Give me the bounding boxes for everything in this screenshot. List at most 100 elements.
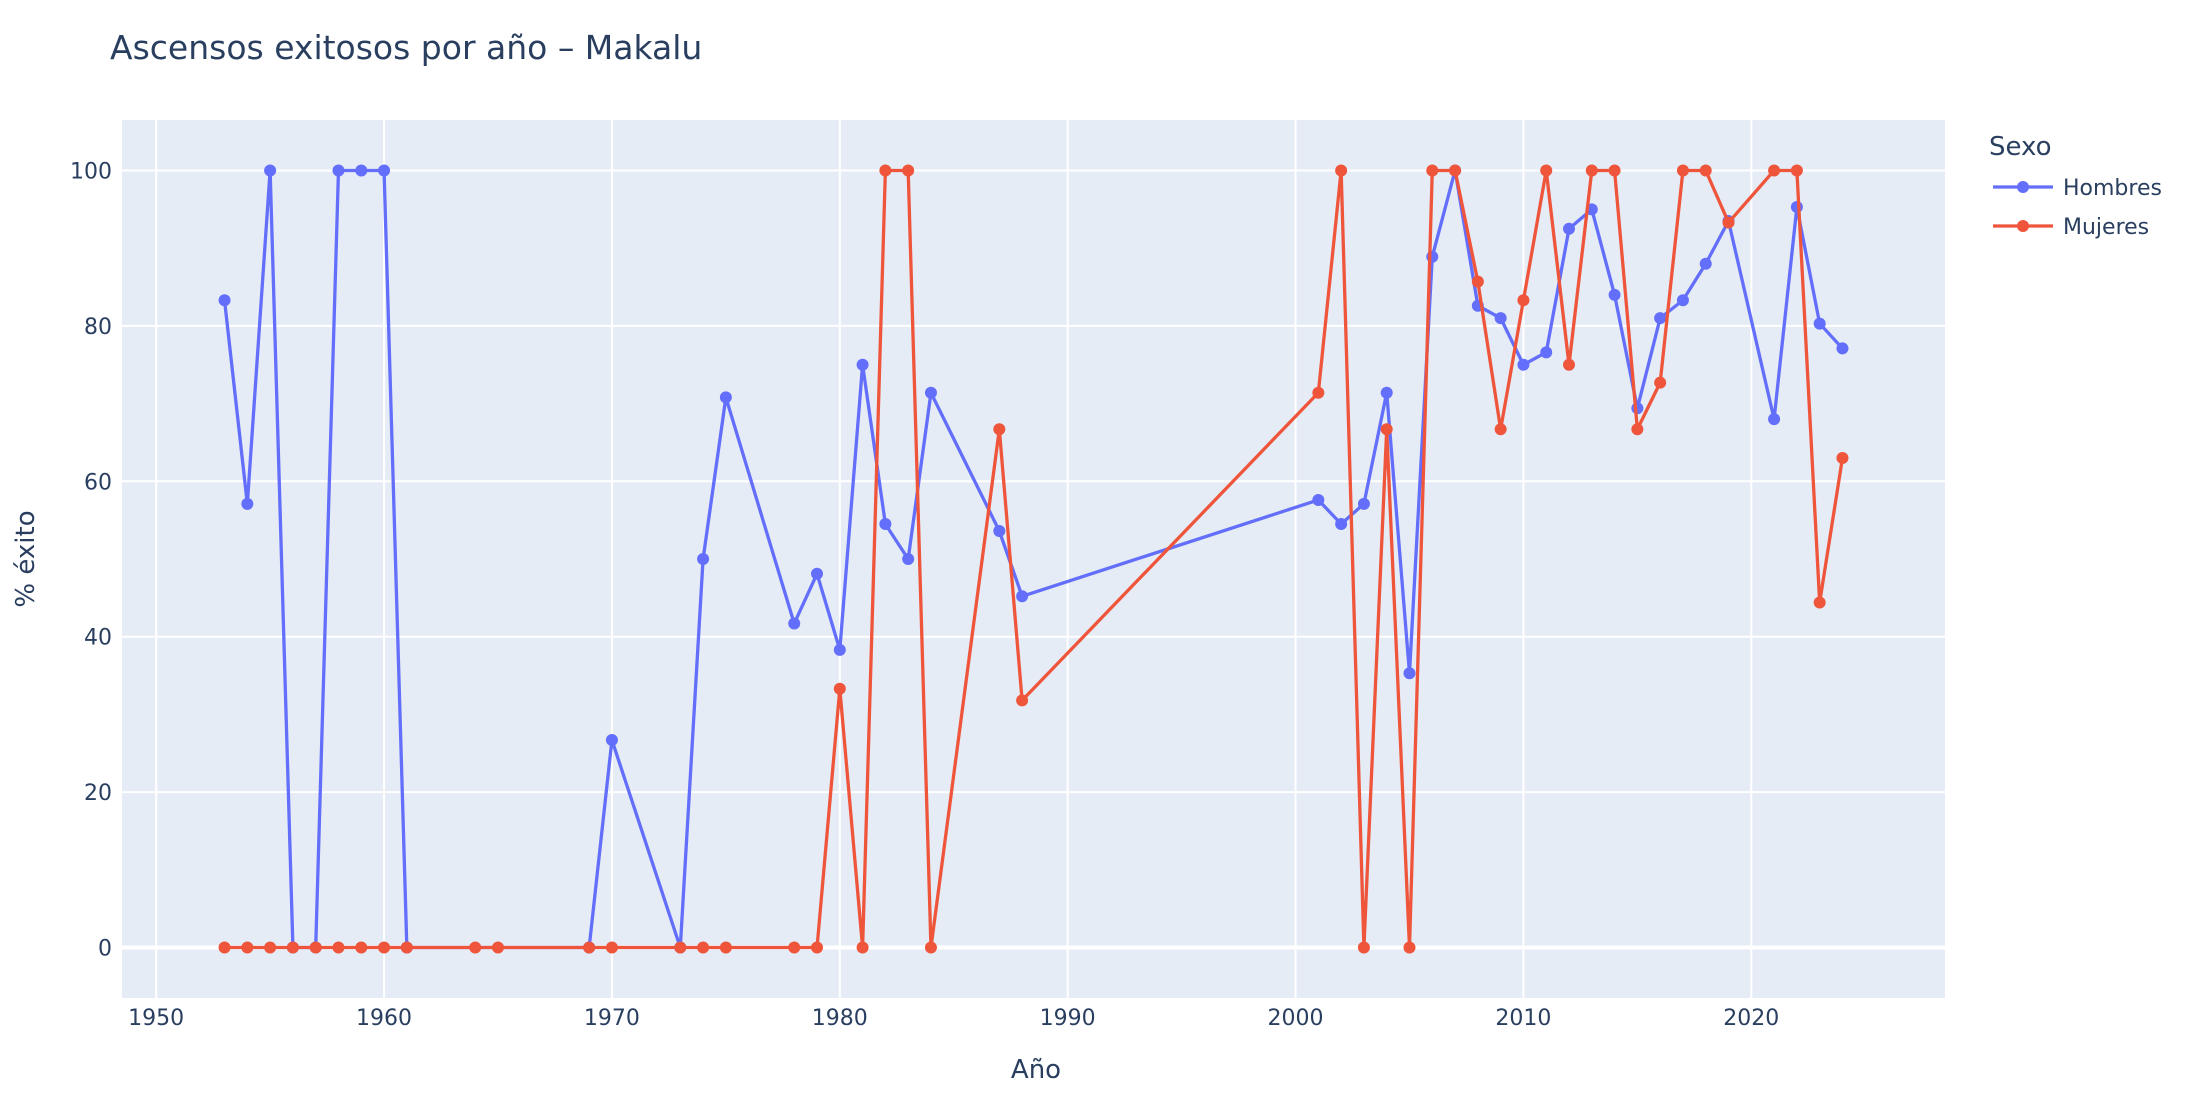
data-point-mujeres[interactable] — [1676, 164, 1689, 177]
legend-item-mujeres[interactable]: Mujeres — [1993, 215, 2149, 240]
data-point-mujeres[interactable] — [1540, 164, 1553, 177]
data-point-mujeres[interactable] — [332, 941, 345, 954]
data-point-mujeres[interactable] — [1380, 423, 1393, 436]
data-point-hombres[interactable] — [788, 617, 801, 630]
data-point-mujeres[interactable] — [697, 941, 710, 954]
data-point-hombres[interactable] — [1312, 493, 1325, 506]
legend-item-hombres[interactable]: Hombres — [1993, 176, 2162, 201]
data-point-hombres[interactable] — [697, 553, 710, 565]
x-tick-label: 1950 — [128, 1006, 184, 1031]
data-point-mujeres[interactable] — [1517, 294, 1530, 307]
data-point-hombres[interactable] — [241, 497, 254, 510]
data-point-hombres[interactable] — [332, 164, 345, 177]
data-point-hombres[interactable] — [993, 525, 1006, 538]
data-point-mujeres[interactable] — [400, 941, 413, 954]
data-point-mujeres[interactable] — [1699, 164, 1712, 177]
data-point-mujeres[interactable] — [924, 941, 937, 954]
data-point-mujeres[interactable] — [1471, 275, 1484, 288]
data-point-hombres[interactable] — [1790, 201, 1803, 214]
data-point-hombres[interactable] — [1563, 222, 1576, 235]
legend-swatch-marker — [2017, 220, 2029, 232]
data-point-hombres[interactable] — [1540, 346, 1553, 359]
data-point-mujeres[interactable] — [1357, 941, 1370, 954]
data-point-mujeres[interactable] — [264, 941, 277, 954]
data-point-mujeres[interactable] — [1790, 164, 1803, 177]
data-point-mujeres[interactable] — [309, 941, 322, 954]
data-point-mujeres[interactable] — [856, 941, 869, 954]
data-point-mujeres[interactable] — [879, 164, 892, 177]
data-point-hombres[interactable] — [924, 386, 937, 399]
data-point-mujeres[interactable] — [1335, 164, 1348, 177]
plot-area — [122, 120, 1945, 998]
data-point-mujeres[interactable] — [1494, 423, 1507, 436]
y-tick-label: 60 — [84, 470, 112, 495]
data-point-hombres[interactable] — [378, 164, 391, 177]
data-point-mujeres[interactable] — [1449, 164, 1462, 177]
data-point-mujeres[interactable] — [491, 941, 504, 954]
data-point-hombres[interactable] — [1494, 312, 1507, 325]
data-point-mujeres[interactable] — [286, 941, 299, 954]
data-point-hombres[interactable] — [1517, 358, 1530, 371]
data-point-mujeres[interactable] — [355, 941, 368, 954]
data-point-mujeres[interactable] — [1813, 596, 1826, 609]
data-point-hombres[interactable] — [1676, 294, 1689, 307]
data-point-mujeres[interactable] — [1654, 376, 1667, 389]
data-point-mujeres[interactable] — [583, 941, 596, 954]
data-point-hombres[interactable] — [1836, 342, 1849, 355]
y-tick-label: 20 — [84, 781, 112, 806]
data-point-mujeres[interactable] — [1426, 164, 1439, 177]
data-point-mujeres[interactable] — [833, 682, 846, 695]
data-point-hombres[interactable] — [902, 553, 915, 565]
data-point-mujeres[interactable] — [218, 941, 231, 954]
y-tick-label: 0 — [98, 936, 112, 961]
data-point-hombres[interactable] — [879, 518, 892, 531]
data-point-hombres[interactable] — [833, 643, 846, 656]
data-point-mujeres[interactable] — [1608, 164, 1621, 177]
data-point-mujeres[interactable] — [674, 941, 687, 954]
data-point-hombres[interactable] — [1608, 288, 1621, 301]
y-tick-label: 40 — [84, 626, 112, 651]
x-tick-label: 1960 — [356, 1006, 412, 1031]
data-point-hombres[interactable] — [1335, 518, 1348, 531]
data-point-hombres[interactable] — [811, 567, 824, 580]
data-point-hombres[interactable] — [1357, 497, 1370, 510]
x-tick-label: 2000 — [1268, 1006, 1324, 1031]
data-point-mujeres[interactable] — [993, 423, 1006, 436]
data-point-mujeres[interactable] — [902, 164, 915, 177]
data-point-mujeres[interactable] — [1631, 423, 1644, 436]
legend-label: Mujeres — [2063, 215, 2149, 240]
data-point-mujeres[interactable] — [1563, 358, 1576, 371]
data-point-hombres[interactable] — [1699, 257, 1712, 270]
data-point-hombres[interactable] — [1813, 317, 1826, 330]
data-point-mujeres[interactable] — [605, 941, 618, 954]
data-point-mujeres[interactable] — [1403, 941, 1416, 954]
data-point-mujeres[interactable] — [811, 941, 824, 954]
data-point-hombres[interactable] — [1403, 667, 1416, 680]
data-point-mujeres[interactable] — [719, 941, 732, 954]
legend-title: Sexo — [1989, 132, 2052, 162]
data-point-mujeres[interactable] — [1312, 386, 1325, 399]
data-point-hombres[interactable] — [218, 294, 231, 307]
x-tick-label: 2020 — [1723, 1006, 1779, 1031]
data-point-hombres[interactable] — [605, 734, 618, 747]
data-point-hombres[interactable] — [1654, 312, 1667, 325]
data-point-mujeres[interactable] — [1722, 216, 1735, 229]
data-point-hombres[interactable] — [355, 164, 368, 177]
data-point-mujeres[interactable] — [1836, 451, 1849, 464]
data-point-mujeres[interactable] — [469, 941, 482, 954]
data-point-hombres[interactable] — [1016, 590, 1029, 603]
legend[interactable]: Sexo Hombres Mujeres — [1989, 132, 2162, 240]
data-point-hombres[interactable] — [264, 164, 277, 177]
data-point-mujeres[interactable] — [241, 941, 254, 954]
data-point-mujeres[interactable] — [1585, 164, 1598, 177]
data-point-mujeres[interactable] — [1016, 694, 1029, 707]
data-point-mujeres[interactable] — [788, 941, 801, 954]
data-point-hombres[interactable] — [1768, 413, 1781, 426]
data-point-mujeres[interactable] — [378, 941, 391, 954]
series-mujeres[interactable] — [218, 164, 1849, 954]
data-point-hombres[interactable] — [719, 391, 732, 404]
data-point-hombres[interactable] — [1380, 386, 1393, 399]
data-point-mujeres[interactable] — [1768, 164, 1781, 177]
data-point-hombres[interactable] — [856, 358, 869, 371]
